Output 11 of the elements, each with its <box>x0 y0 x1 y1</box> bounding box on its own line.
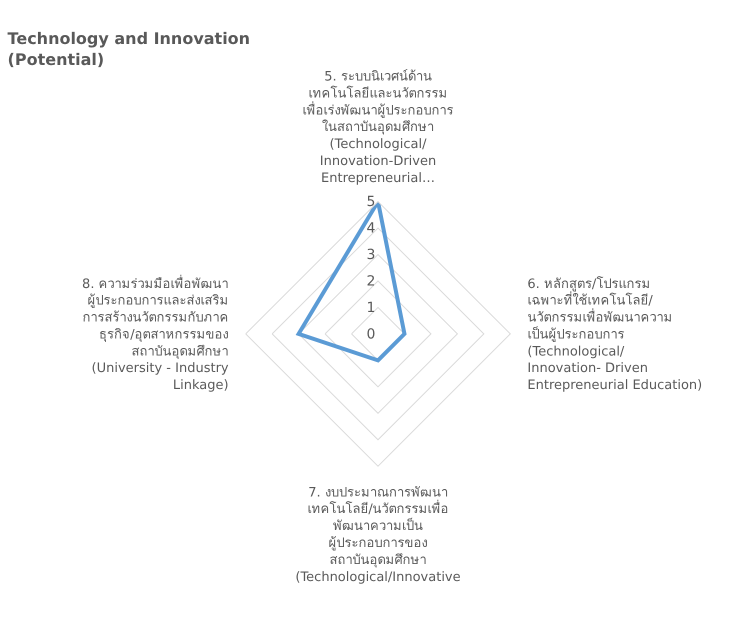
spoke-label: 7. งบประมาณการพัฒนา เทคโนโลยี/นวัตกรรมเพื่อ พัฒนาความเป็น ผู้ประกอบการของ สถาบันอุดมศึกษา (Technological/Innovative <box>295 485 461 585</box>
y-tick-label: 5 <box>366 194 376 210</box>
spoke-label: 8. ความร่วมมือเพื่อพัฒนา ผู้ประกอบการและส่งเสริม การสร้างนวัตกรรมกับภาค ธุรกิจ/อุตสาหกรรมของ สถาบันอุดมศึกษา (University - Industry Linkage) <box>82 274 229 394</box>
y-tick-label: 3 <box>366 247 376 264</box>
chart-title: Technology and Innovation (Potential) <box>8 29 250 69</box>
y-tick-label: 2 <box>366 274 376 290</box>
y-tick-label: 1 <box>366 300 376 316</box>
spoke-label: 6. หลักสูตร/โปรแกรม เฉพาะที่ใช้เทคโนโลยี/ นวัตกรรมเพื่อพัฒนาความ เป็นผู้ประกอบการ (Technological/ Innovation- Driven Entrepreneurial Education) <box>527 276 702 394</box>
spoke-label: 5. ระบบนิเวศน์ด้าน เทคโนโลยีและนวัตกรรม เพื่อเร่งพัฒนาผู้ประกอบการ ในสถาบันอุดมศึกษา (Technological/ Innovation-Driven Entrepreneurial… <box>302 68 454 186</box>
y-tick-label: 0 <box>366 326 376 342</box>
y-tick-label: 4 <box>366 220 376 237</box>
